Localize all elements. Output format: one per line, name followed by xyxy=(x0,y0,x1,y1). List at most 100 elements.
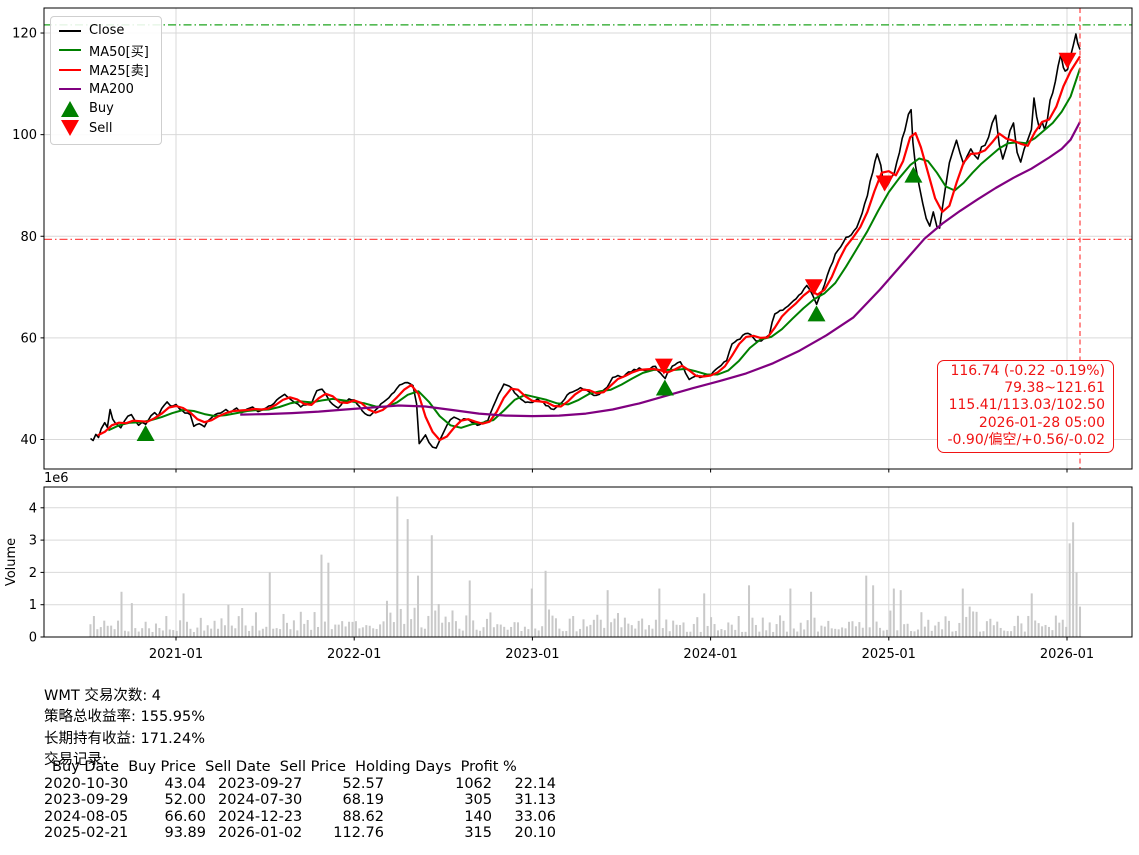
volume-offset-label: 1e6 xyxy=(44,471,69,486)
volume-axis-tick-label: 0 xyxy=(29,631,37,646)
volume-bar xyxy=(879,627,882,637)
volume-bar xyxy=(179,620,182,637)
trade-cell: 1062 xyxy=(455,775,492,792)
x-axis-tick-label: 2023-01 xyxy=(505,647,559,662)
volume-bar xyxy=(351,621,354,637)
trade-cell: 31.13 xyxy=(514,792,556,809)
volume-bar xyxy=(651,628,654,637)
volume-bar xyxy=(785,631,788,637)
volume-bar xyxy=(589,624,592,637)
volume-bar xyxy=(996,621,999,637)
volume-bar xyxy=(192,632,195,637)
volume-bar xyxy=(110,625,113,637)
volume-bar xyxy=(492,627,495,637)
volume-bar xyxy=(641,618,644,637)
volume-bar xyxy=(99,627,102,637)
volume-bar xyxy=(565,630,568,637)
sell-marker xyxy=(804,279,823,296)
volume-bar xyxy=(148,628,151,637)
volume-bar xyxy=(668,631,671,637)
volume-bar xyxy=(420,627,423,637)
volume-bar xyxy=(616,613,619,637)
volume-bar xyxy=(213,620,216,637)
volume-bar xyxy=(1010,631,1013,637)
volume-bar xyxy=(803,629,806,637)
volume-bar xyxy=(513,622,516,637)
volume-bar xyxy=(903,624,906,637)
volume-bar xyxy=(834,628,837,637)
volume-bar xyxy=(382,621,385,637)
volume-bar xyxy=(451,610,454,637)
trade-table: Buy Date Buy Price Sell Date Sell Price … xyxy=(44,759,556,842)
volume-bar xyxy=(927,619,930,637)
volume-bar xyxy=(716,630,719,637)
x-axis-tick-label: 2021-01 xyxy=(149,647,203,662)
volume-bar xyxy=(789,588,792,637)
volume-axis-tick-label: 4 xyxy=(29,501,37,516)
trade-row: 2023-09-29 52.00 2024-07-30 68.19 305 31.13 xyxy=(44,792,556,809)
volume-bar xyxy=(482,627,485,637)
x-axis-tick-label: 2026-01 xyxy=(1040,647,1094,662)
volume-bar xyxy=(889,610,892,637)
trade-cell: 22.14 xyxy=(514,775,556,792)
volume-bar xyxy=(461,630,464,637)
volume-bar xyxy=(861,627,864,637)
volume-bar xyxy=(517,622,520,637)
volume-bar xyxy=(520,631,523,637)
volume-bar xyxy=(1072,522,1075,637)
volume-bar xyxy=(172,630,175,637)
volume-bar xyxy=(854,626,857,637)
volume-bar xyxy=(958,622,961,637)
volume-bar xyxy=(417,575,420,637)
strategy-summary: WMT 交易次数: 4 策略总收益率: 155.95% 长期持有收益: 171.… xyxy=(44,686,205,772)
volume-bar xyxy=(327,562,330,637)
volume-bar xyxy=(982,631,985,637)
volume-bar xyxy=(923,626,926,637)
volume-bar xyxy=(437,604,440,637)
legend-item-ma200: MA200 xyxy=(59,80,149,100)
volume-bar xyxy=(406,519,409,637)
volume-bar xyxy=(772,631,775,637)
volume-bar xyxy=(434,610,437,637)
volume-bar xyxy=(1061,619,1064,637)
price-panel-spine xyxy=(43,7,1133,470)
volume-bar xyxy=(806,620,809,637)
volume-bar xyxy=(975,611,978,637)
trade-cell: 315 xyxy=(464,825,492,842)
volume-bar xyxy=(413,607,416,637)
trade-table-rows: 2020-10-30 43.04 2023-09-27 52.57 1062 22.14 2… xyxy=(44,776,556,842)
volume-bar xyxy=(458,628,461,637)
volume-bar xyxy=(1079,606,1082,637)
volume-bar xyxy=(644,629,647,637)
volume-bar xyxy=(282,613,285,637)
trade-cell xyxy=(206,776,218,793)
volume-bar xyxy=(475,629,478,637)
volume-bar xyxy=(679,625,682,637)
volume-bar xyxy=(496,624,499,637)
price-axis-tick-label: 100 xyxy=(12,128,37,143)
volume-bar xyxy=(244,625,247,637)
price-volume-chart: 40 60 80 100 120 0 1 2 3 4 2021-01 2022-01 2023-01 20… xyxy=(4,7,1133,662)
price-axis-tick-label: 80 xyxy=(20,230,37,245)
volume-bar xyxy=(317,626,320,637)
volume-bar xyxy=(637,620,640,637)
volume-bar xyxy=(161,630,164,637)
volume-bar xyxy=(544,570,547,637)
volume-bar xyxy=(741,631,744,637)
trade-cell: 2020-10-30 xyxy=(44,775,129,792)
trade-cell: 33.06 xyxy=(514,808,556,825)
buy-marker xyxy=(807,305,826,322)
volume-bar xyxy=(210,628,213,637)
volume-bar xyxy=(844,628,847,637)
volume-bar xyxy=(510,626,513,637)
volume-bar xyxy=(330,629,333,637)
x-axis-tick-label: 2022-01 xyxy=(327,647,381,662)
volume-bar xyxy=(396,496,399,637)
legend-label-buy: Buy xyxy=(89,101,114,117)
trade-cell: 2024-07-30 xyxy=(218,792,303,809)
quote-annotation-box: 116.74 (-0.22 -0.19%) 79.38~121.61 115.4… xyxy=(936,360,1114,454)
volume-bar xyxy=(275,628,278,637)
volume-bar xyxy=(882,630,885,637)
annotation-ma-line: 115.41/113.03/102.50 xyxy=(948,397,1105,414)
volume-bar xyxy=(272,628,275,637)
